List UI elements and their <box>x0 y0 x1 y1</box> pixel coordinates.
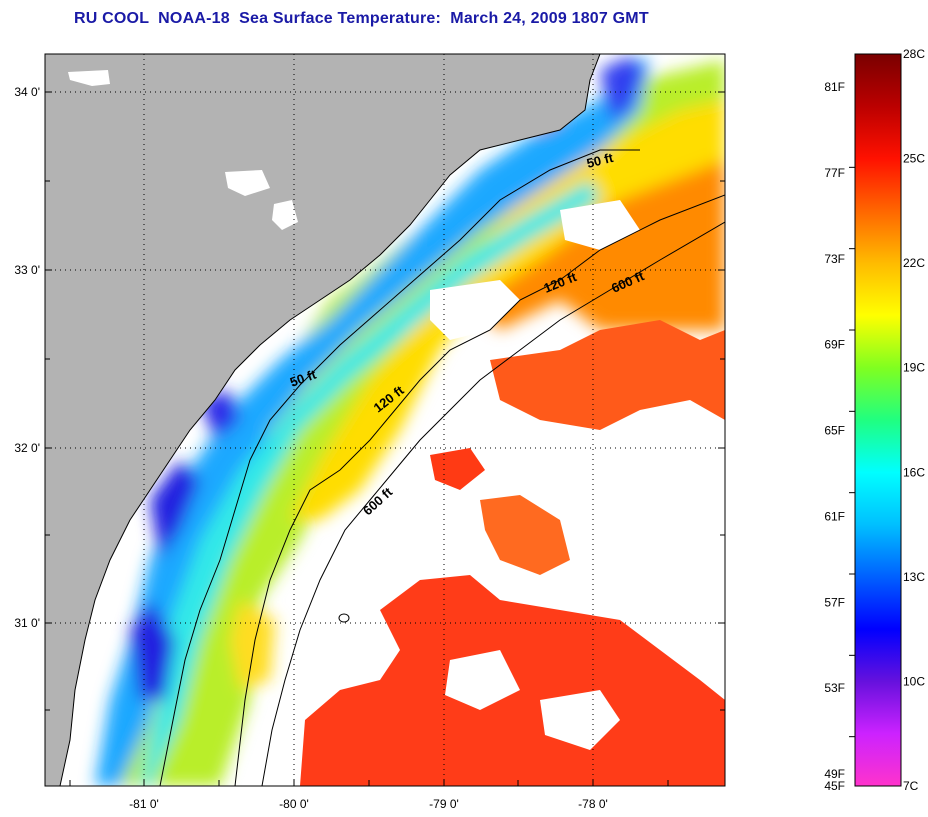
colorbar-fahrenheit-label: 73F <box>824 252 845 266</box>
colorbar-celsius-label: 7C <box>903 779 919 793</box>
sst-red-patch <box>480 495 570 575</box>
depth-contour-600ft <box>261 221 725 786</box>
colorbar-celsius-labels: 28C 25C 22C 19C 16C 13C 10C 7C <box>903 47 925 793</box>
colorbar-fahrenheit-label: 77F <box>824 166 845 180</box>
latitude-tick-label: 34 0' <box>14 85 40 99</box>
latitude-tick-label: 33 0' <box>14 263 40 277</box>
latitude-tick-label: 32 0' <box>14 441 40 455</box>
cloud-gap <box>560 200 640 250</box>
sst-gulf-stream <box>300 320 725 786</box>
cloud-over-land <box>68 70 110 86</box>
colorbar-celsius-label: 19C <box>903 361 925 375</box>
depth-contour-50ft <box>159 149 640 786</box>
longitude-tick-label: -81 0' <box>129 797 159 811</box>
sst-cold-patch <box>150 460 200 560</box>
sst-yellow-shelf <box>290 100 725 520</box>
longitude-tick-label: -80 0' <box>279 797 309 811</box>
sst-cold-patch <box>600 56 645 120</box>
colorbar-fahrenheit-label: 69F <box>824 338 845 352</box>
colorbar-fahrenheit-label: 49F <box>824 767 845 781</box>
sst-cloud-hole <box>540 690 620 750</box>
colorbar-celsius-label: 25C <box>903 152 925 166</box>
coastline <box>59 54 601 786</box>
colorbar-celsius-label: 28C <box>903 47 925 61</box>
land-mass <box>45 54 600 786</box>
colorbar-fahrenheit-label: 81F <box>824 80 845 94</box>
colorbar-fahrenheit-label: 53F <box>824 681 845 695</box>
longitude-tick-label: -78 0' <box>578 797 608 811</box>
colorbar-celsius-label: 10C <box>903 674 925 688</box>
colorbar-fahrenheit-label: 65F <box>824 424 845 438</box>
longitude-tick-label: -79 0' <box>429 797 459 811</box>
colorbar-celsius-label: 22C <box>903 256 925 270</box>
map-frame <box>44 53 726 787</box>
sst-cloud-hole <box>445 650 520 710</box>
cloud-over-land <box>272 200 298 230</box>
colorbar-scale <box>854 53 902 787</box>
map-plot-area: 50 ft 50 ft 120 ft 120 ft 600 ft 600 ft <box>45 54 725 786</box>
colorbar-fahrenheit-label: 45F <box>824 779 845 793</box>
colorbar-celsius-label: 16C <box>903 465 925 479</box>
sst-cold-patch <box>130 600 175 700</box>
graticule <box>45 54 725 786</box>
depth-contour-600ft-seamount <box>338 613 350 623</box>
depth-contour-120ft <box>234 194 725 786</box>
colorbar-fahrenheit-label: 57F <box>824 595 845 609</box>
colorbar-celsius-label: 13C <box>903 570 925 584</box>
sst-blue-nearshore <box>95 60 650 786</box>
cloud-gap <box>430 280 520 340</box>
sst-yellow-south <box>230 600 275 690</box>
colorbar-fahrenheit-label: 61F <box>824 509 845 523</box>
cloud-over-land <box>225 170 270 196</box>
contour-label: 50 ft <box>585 150 615 171</box>
axis-ticks <box>45 91 725 786</box>
latitude-tick-label: 31 0' <box>14 616 40 630</box>
sst-red-patch <box>490 320 725 430</box>
figure-title: RU COOL NOAA-18 Sea Surface Temperature:… <box>74 10 649 27</box>
